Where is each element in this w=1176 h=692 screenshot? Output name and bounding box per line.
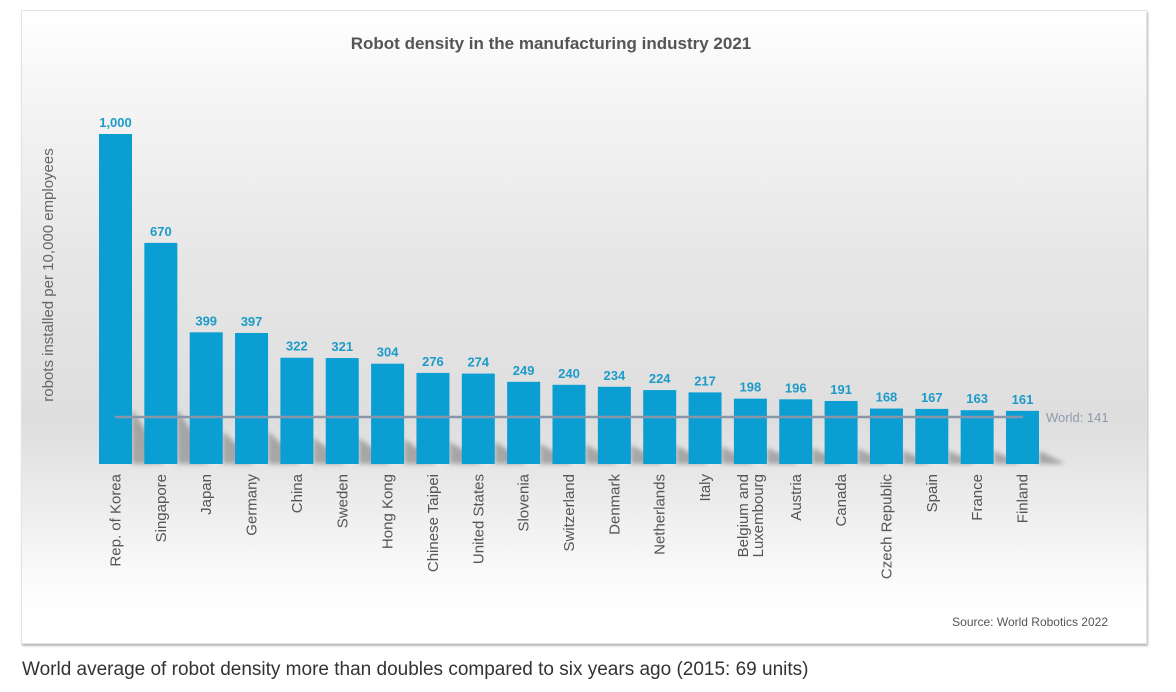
category-label-line: Spain [924,474,941,512]
bar [144,242,178,464]
category-label-line: Italy [697,474,714,502]
value-label: 163 [966,391,988,406]
category-label-line: Germany [244,474,261,536]
bar [688,392,722,464]
bar [99,134,132,464]
value-label: 670 [150,224,172,239]
bar [779,399,813,464]
category-label: Japan [198,474,215,515]
category-label-line: Chinese Taipei [425,474,442,572]
bar [597,386,631,464]
y-axis-label: robots installed per 10,000 employees [40,148,57,402]
figure-caption: World average of robot density more than… [22,659,809,680]
value-label: 274 [467,355,489,370]
value-label: 234 [603,368,625,383]
value-label: 276 [422,354,444,369]
category-label: Rep. of Korea [108,473,125,566]
value-label: 321 [331,339,353,354]
value-label: 322 [286,339,308,354]
bar-shadow [1039,450,1063,464]
value-label: 167 [921,390,943,405]
category-label: France [969,474,986,521]
category-label: Austria [788,473,805,520]
category-label: Chinese Taipei [425,474,442,572]
bar [461,373,495,464]
category-label-line: Sweden [334,474,351,528]
bar [280,357,314,464]
bar-chart: Robot density in the manufacturing indus… [40,34,1109,629]
bar [552,384,586,464]
category-label: China [289,473,306,513]
category-label-line: United States [470,474,487,564]
source-note: Source: World Robotics 2022 [952,615,1108,629]
bar [824,400,858,464]
world-average-label: World: 141 [1046,410,1109,425]
value-label: 304 [377,345,399,360]
category-label-line: Canada [833,473,850,526]
category-label: Denmark [606,474,623,535]
value-label: 196 [785,380,807,395]
value-label: 1,000 [99,115,132,130]
bar [371,363,405,464]
bar [235,332,269,464]
category-label: Belgium andLuxembourg [735,474,767,557]
bar [960,410,994,464]
value-label: 217 [694,373,716,388]
value-label: 161 [1012,392,1034,407]
value-label: 191 [830,382,852,397]
category-label-line: Luxembourg [750,474,767,557]
bar [1006,410,1039,464]
category-label-line: France [969,474,986,521]
category-label: Canada [833,473,850,526]
chart-frame: Robot density in the manufacturing indus… [21,10,1147,644]
category-label: United States [470,474,487,564]
category-label: Sweden [334,474,351,528]
category-label-line: Hong Kong [380,474,397,549]
category-label: Finland [1015,474,1032,523]
value-label: 397 [241,314,263,329]
category-label-line: Japan [198,474,215,515]
category-label: Singapore [153,474,170,542]
value-label: 249 [513,363,535,378]
value-label: 399 [195,313,217,328]
category-label: Spain [924,474,941,512]
bar [507,381,541,464]
category-label-line: Belgium and [735,474,752,557]
category-label-line: China [289,473,306,513]
bar [643,390,677,464]
category-label-line: Czech Republic [878,474,895,580]
category-label-line: Rep. of Korea [108,473,125,566]
bar [189,332,223,464]
bar [733,398,767,464]
category-label-line: Denmark [606,474,623,535]
category-label: Slovenia [516,473,533,531]
bar [416,372,450,464]
category-label: Hong Kong [380,474,397,549]
category-label-line: Netherlands [652,474,669,555]
category-label-line: Switzerland [561,474,578,552]
value-label: 168 [876,390,898,405]
category-label-line: Austria [788,473,805,520]
category-label-line: Finland [1015,474,1032,523]
value-labels-group: 1,000 670 399 397 322 321 304 276 274 249 240 234 22… [99,115,1033,407]
bars-group [99,134,1039,464]
category-label: Switzerland [561,474,578,552]
category-label: Czech Republic [878,474,895,580]
category-label: Netherlands [652,474,669,555]
category-label: Germany [244,474,261,536]
chart-title: Robot density in the manufacturing indus… [351,34,752,53]
category-label: Italy [697,474,714,502]
value-label: 224 [649,371,671,386]
category-labels-group: Rep. of Korea Singapore Japan Germany China S… [108,473,1032,579]
bar [325,358,359,464]
value-label: 240 [558,366,580,381]
category-label-line: Singapore [153,474,170,542]
category-label-line: Slovenia [516,473,533,531]
value-label: 198 [740,380,762,395]
